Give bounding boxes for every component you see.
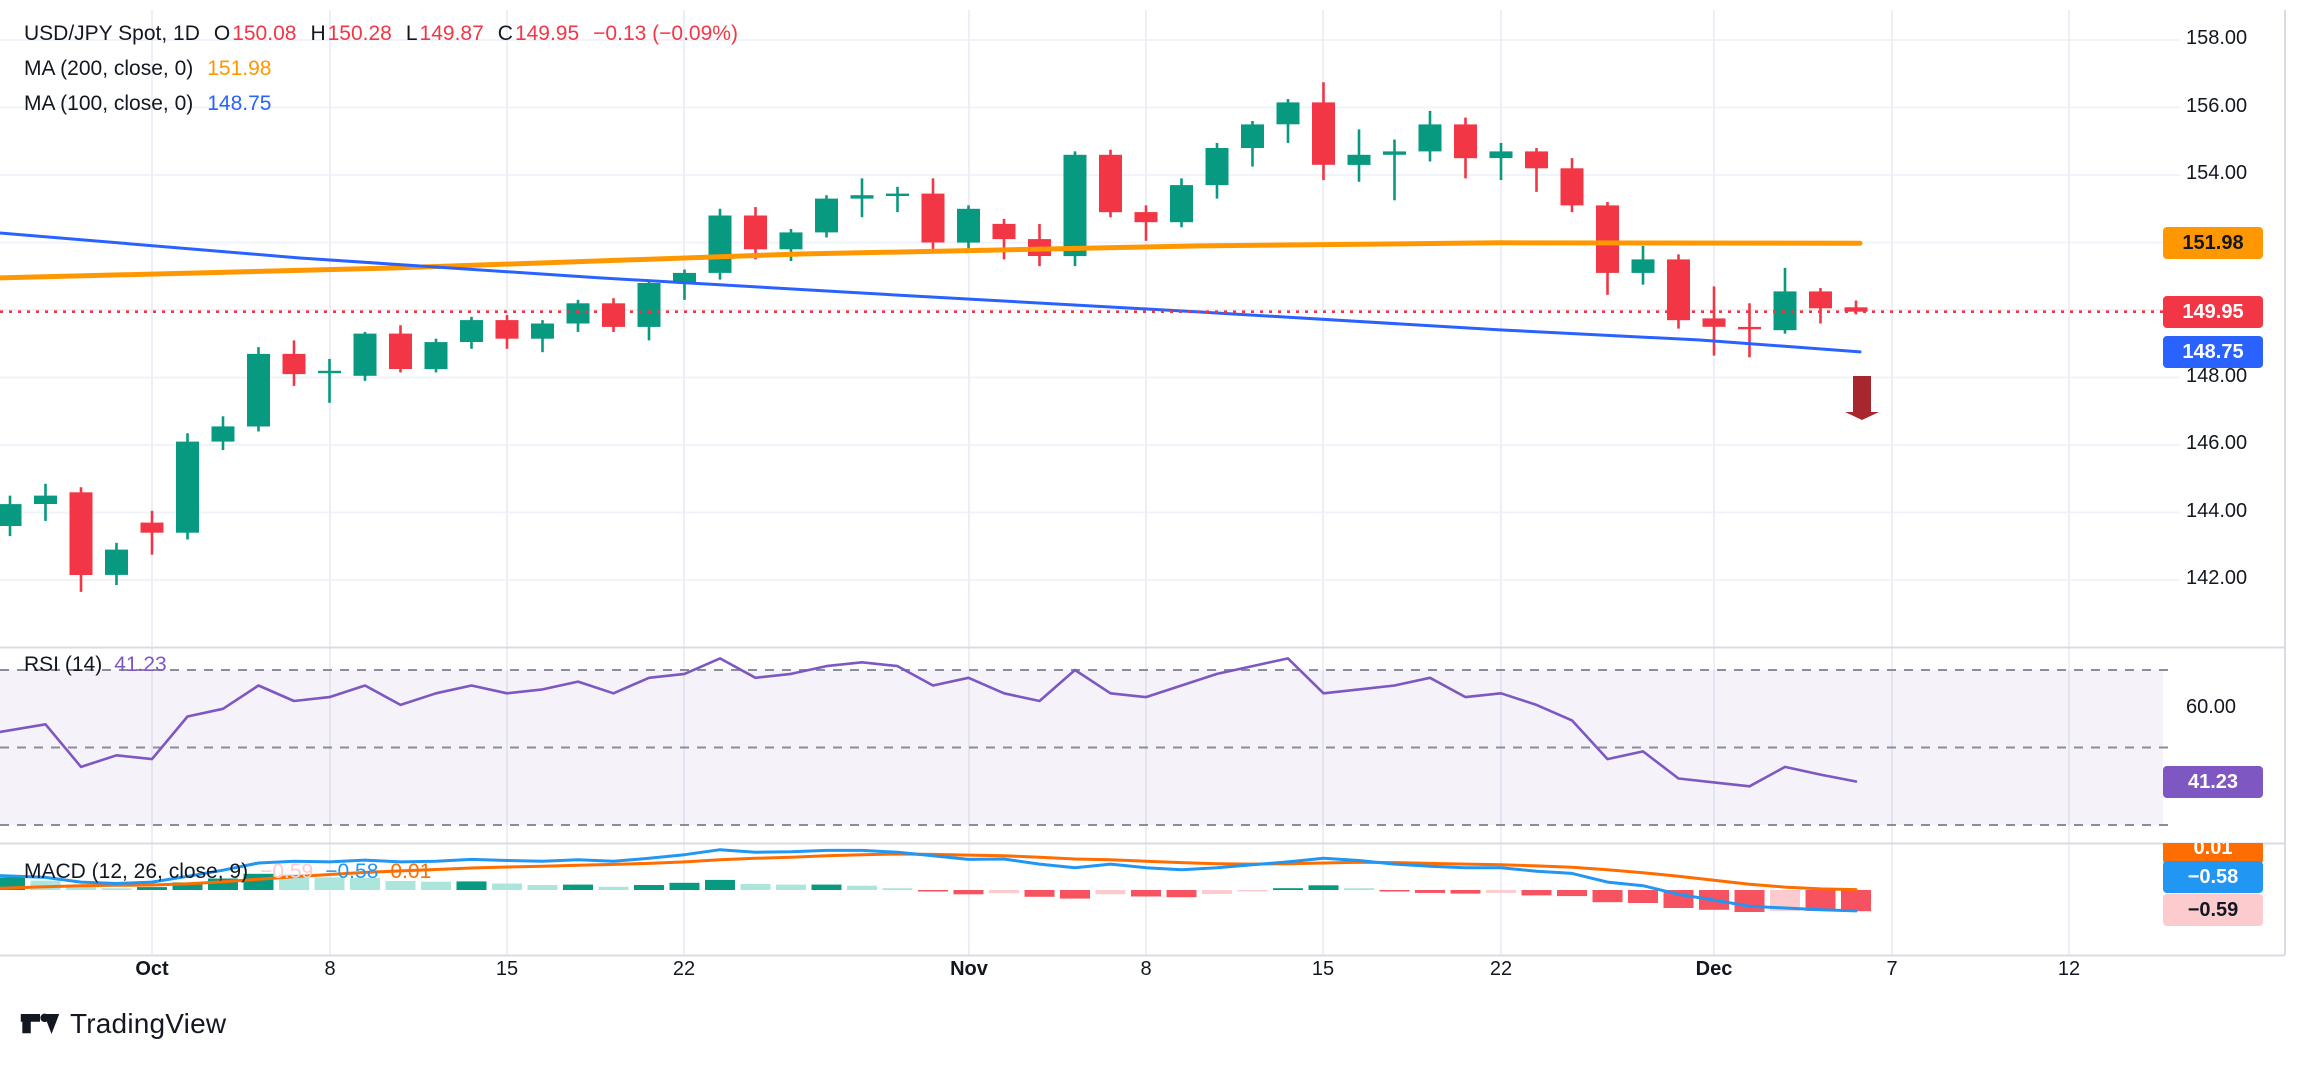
time-tick-label: 22: [1489, 958, 1513, 980]
ma100-price-badge: 148.75: [2163, 336, 2263, 368]
ohlc-close: C 149.95: [497, 22, 580, 45]
price-tick-label: 154.00: [2186, 162, 2248, 184]
ohlc-high: H 150.28: [310, 22, 392, 45]
time-tick-label: 8: [1140, 958, 1152, 980]
ma200-price-badge: 151.98: [2163, 227, 2263, 259]
macd-signal-value: 0.01: [390, 860, 432, 883]
time-tick-label: 12: [2057, 958, 2081, 980]
price-tick-label: 60.00: [2186, 695, 2237, 718]
time-tick-label: 7: [1886, 958, 1898, 980]
ma100-value: 148.75: [207, 92, 272, 115]
time-tick-label: 22: [672, 958, 696, 980]
legend-ma200-row[interactable]: MA (200, close, 0) 151.98: [24, 51, 738, 86]
time-tick-label: 15: [1311, 958, 1335, 980]
rsi-label-text: RSI (14): [24, 653, 103, 676]
macd-legend[interactable]: MACD (12, 26, close, 9) −0.59 −0.58 0.01: [24, 860, 431, 884]
time-tick-label: Nov: [950, 958, 988, 980]
price-tick-label: 148.00: [2186, 364, 2248, 387]
macd-signal-badge: 0.01: [2163, 843, 2263, 864]
legend-symbol-row[interactable]: USD/JPY Spot, 1D O 150.08 H 150.28 L 149.87…: [24, 16, 738, 51]
ohlc-open: O 150.08: [213, 22, 297, 45]
macd-line-value: −0.58: [325, 860, 379, 883]
price-tick-label: 146.00: [2186, 432, 2248, 454]
ma200-label: MA (200, close, 0): [24, 57, 194, 80]
price-tick-label: 158.00: [2186, 27, 2248, 49]
time-tick-label: 8: [324, 958, 336, 980]
legend: USD/JPY Spot, 1D O 150.08 H 150.28 L 149.87…: [24, 16, 738, 121]
change-value: −0.13 (−0.09%): [593, 22, 738, 45]
macd-hist-badge: −0.59: [2163, 894, 2263, 926]
time-tick-label: Oct: [135, 958, 169, 980]
tradingview-logo-text: TradingView: [70, 1008, 227, 1039]
rsi-value: 41.23: [114, 653, 167, 676]
tradingview-logo[interactable]: TradingView: [20, 1008, 226, 1040]
tradingview-logo-icon: [20, 1013, 60, 1034]
time-tick-label: Dec: [1695, 958, 1733, 980]
ma100-label: MA (100, close, 0): [24, 92, 194, 115]
ma200-value: 151.98: [207, 57, 272, 80]
ohlc-low: L 149.87: [405, 22, 484, 45]
macd-hist-value: −0.59: [260, 860, 314, 883]
rsi-legend[interactable]: RSI (14) 41.23: [24, 653, 167, 677]
price-tick-label: 156.00: [2186, 94, 2248, 117]
last-price-badge: 149.95: [2163, 296, 2263, 328]
macd-label-text: MACD (12, 26, close, 9): [24, 860, 249, 883]
rsi-value-badge: 41.23: [2163, 766, 2263, 798]
time-tick-label: 15: [495, 958, 519, 980]
price-tick-label: 144.00: [2186, 499, 2248, 522]
symbol-title: USD/JPY Spot, 1D: [24, 22, 200, 45]
legend-ma100-row[interactable]: MA (100, close, 0) 148.75: [24, 86, 738, 121]
macd-line-badge: −0.58: [2163, 861, 2263, 893]
price-tick-label: 142.00: [2186, 567, 2248, 589]
